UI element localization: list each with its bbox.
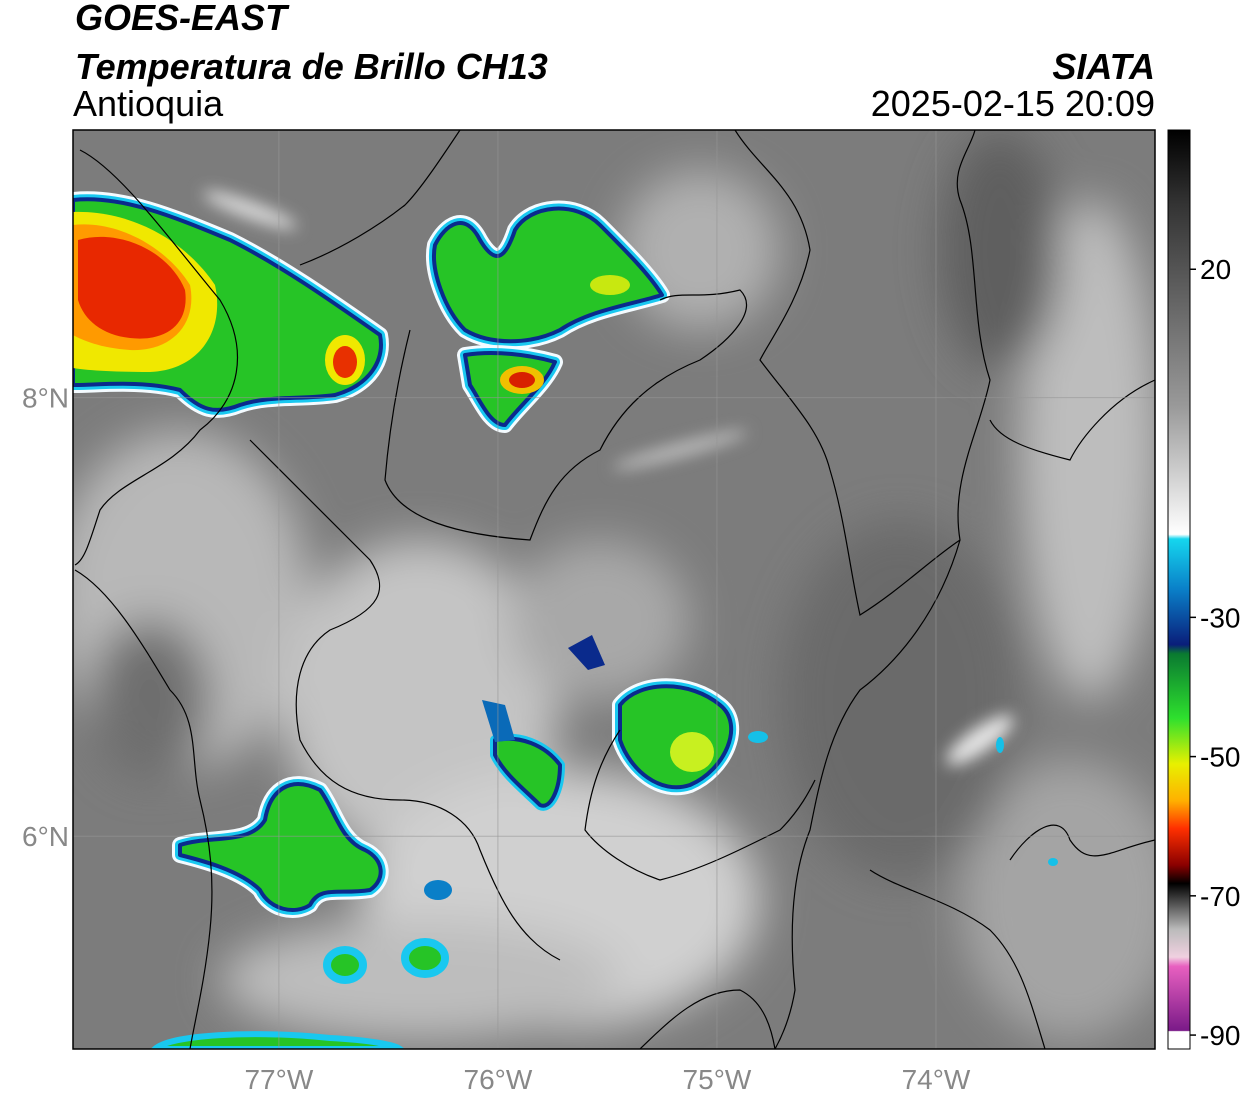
- colorbar-tick-label: -30: [1200, 602, 1240, 633]
- grid: [73, 130, 1155, 1049]
- y-tick-label: 6°N: [22, 821, 69, 852]
- convective-clouds: [73, 191, 1058, 1049]
- source: SIATA: [1052, 46, 1155, 87]
- datetime: 2025-02-15 20:09: [871, 83, 1155, 124]
- subtitle: Temperatura de Brillo CH13: [75, 46, 548, 87]
- colorbar: [1167, 129, 1191, 1050]
- colorbar-tick-label: 20: [1200, 254, 1231, 285]
- y-tick-label: 8°N: [22, 383, 69, 414]
- satellite-image: [73, 130, 1155, 1049]
- colorbar-tick-label: -90: [1200, 1020, 1240, 1051]
- cirrus-streaks: [202, 191, 1014, 765]
- x-tick-label: 74°W: [902, 1064, 971, 1095]
- region: Antioquia: [73, 83, 224, 124]
- x-tick-label: 76°W: [464, 1064, 533, 1095]
- x-tick-label: 77°W: [244, 1064, 313, 1095]
- colorbar-tick-label: -50: [1200, 742, 1240, 773]
- cloud-texture: [73, 130, 1155, 1040]
- map-frame: [72, 129, 1156, 1050]
- x-tick-label: 75°W: [683, 1064, 752, 1095]
- colorbar-tick-label: -70: [1200, 881, 1240, 912]
- title: GOES-EAST: [75, 0, 290, 38]
